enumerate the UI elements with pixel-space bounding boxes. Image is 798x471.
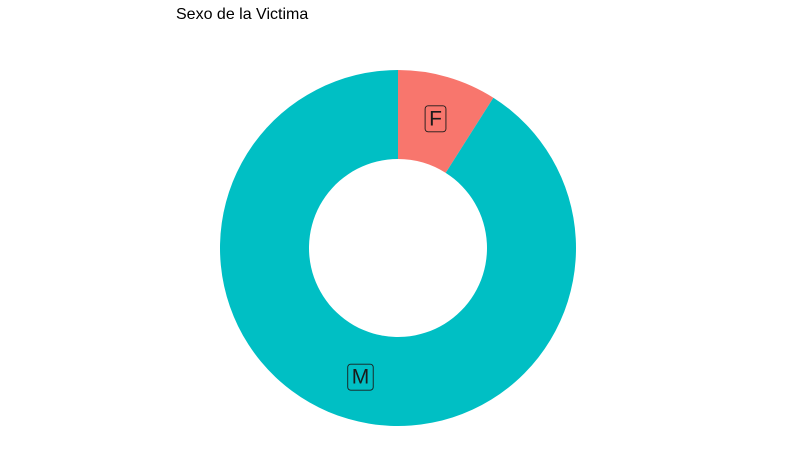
slice-m [220, 70, 577, 426]
slice-label-m: M [347, 363, 374, 391]
slice-label-f: F [424, 105, 447, 133]
svg-text:F: F [429, 107, 442, 130]
svg-text:M: M [352, 366, 370, 389]
chart-title: Sexo de la Victima [176, 6, 309, 23]
